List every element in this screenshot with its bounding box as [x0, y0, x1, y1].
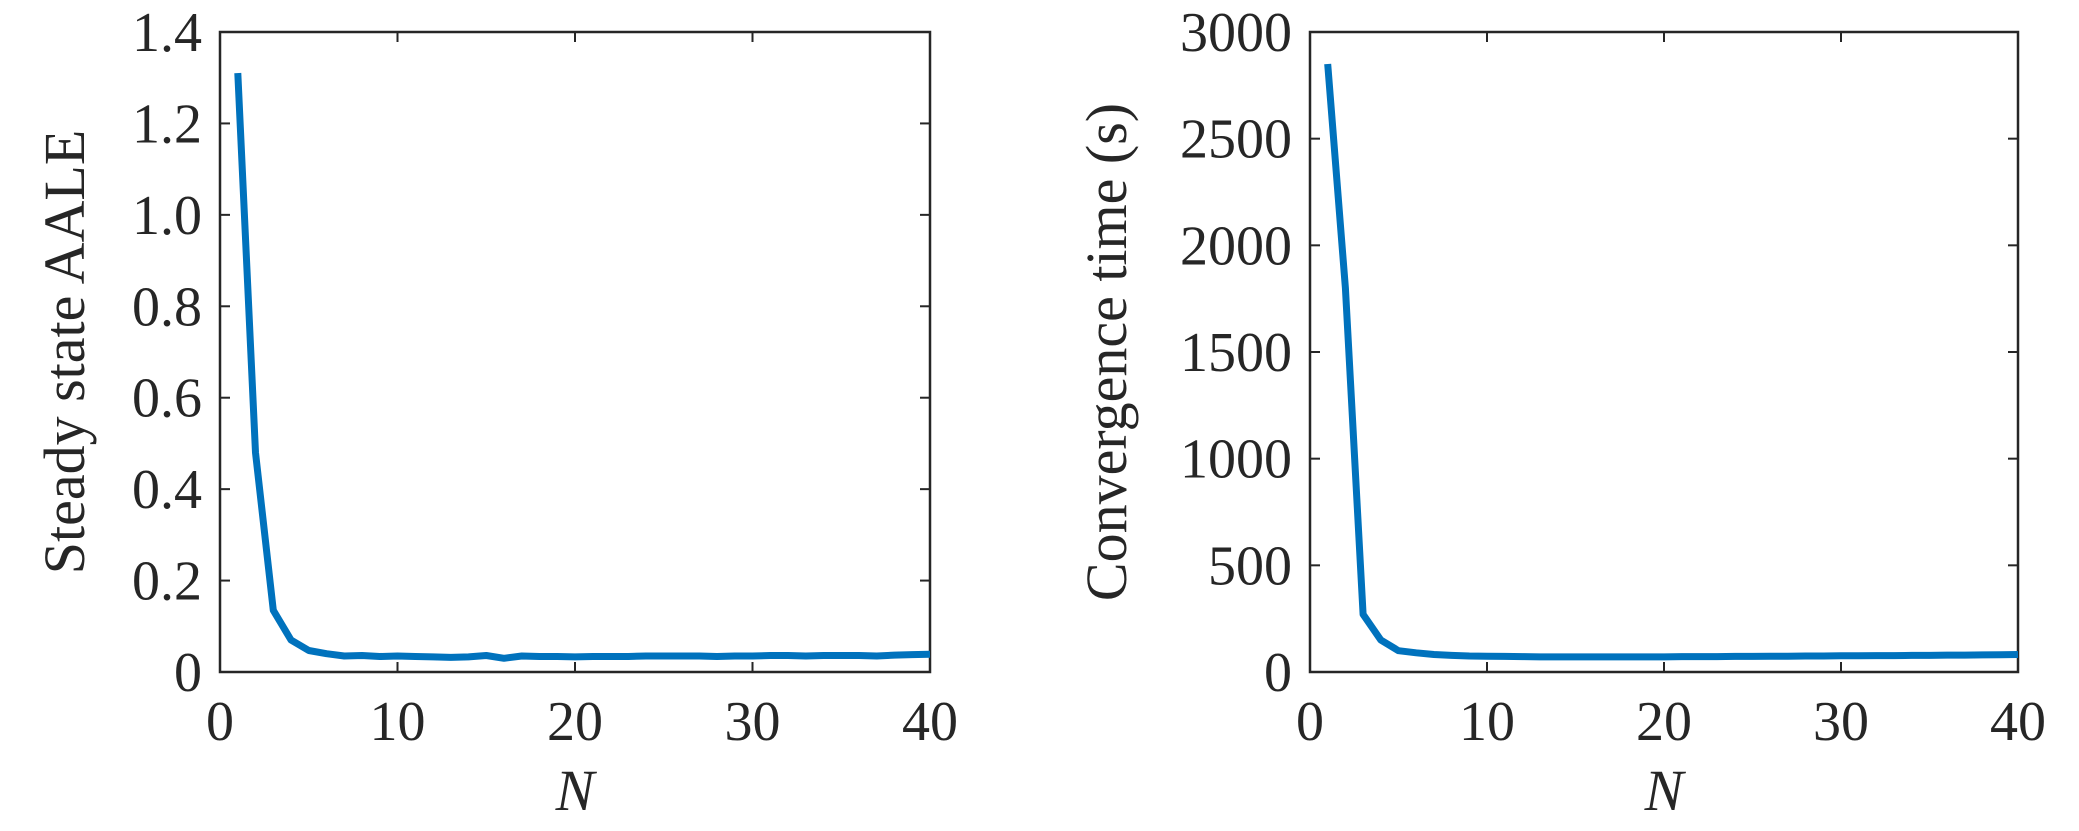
left-chart-xtick-label: 20: [547, 691, 603, 753]
left-chart-xtick-label: 10: [370, 691, 426, 753]
right-chart-ytick-label: 1000: [1180, 429, 1292, 491]
right-chart-ytick-label: 3000: [1180, 2, 1292, 64]
right-chart-xtick-label: 40: [1990, 691, 2046, 753]
left-chart-series-line: [234, 72, 931, 662]
left-chart-ytick-label: 0.4: [132, 459, 202, 521]
right-chart-xtick-label: 0: [1296, 691, 1324, 753]
right-chart-xtick-label: 20: [1636, 691, 1692, 753]
left-chart: 0 10 20 30 40 0 0.2 0.4 0.6 0.8 1.0 1.2 1.4 N Steady s…: [32, 2, 958, 823]
left-chart-ytick-label: 1.4: [132, 2, 202, 64]
left-chart-axes-box: [218, 30, 932, 674]
right-chart-series-line: [1324, 63, 2019, 661]
right-chart-ytick-label: 500: [1208, 535, 1292, 597]
left-chart-ytick-label: 1.0: [132, 185, 202, 247]
left-chart-xtick-label: 40: [902, 691, 958, 753]
right-chart-xtick-label: 10: [1459, 691, 1515, 753]
left-chart-ytick-label: 1.2: [132, 93, 202, 155]
left-chart-xtick-label: 0: [206, 691, 234, 753]
left-chart-xtick-label: 30: [725, 691, 781, 753]
right-chart-ytick-label: 2000: [1180, 215, 1292, 277]
right-chart-ytick-label: 1500: [1180, 322, 1292, 384]
right-chart-ytick-label: 0: [1264, 642, 1292, 704]
right-chart-ytick-label: 2500: [1180, 109, 1292, 171]
right-chart-xlabel: N: [1644, 758, 1687, 823]
left-chart-ytick-label: 0.8: [132, 276, 202, 338]
left-chart-ylabel: Steady state AALE: [32, 130, 97, 575]
left-chart-ytick-label: 0.2: [132, 551, 202, 613]
right-chart-xtick-label: 30: [1813, 691, 1869, 753]
left-chart-xlabel: N: [555, 758, 598, 823]
right-chart-axes-box: [1308, 30, 2020, 674]
left-chart-ytick-label: 0: [174, 642, 202, 704]
right-chart-ylabel: Convergence time (s): [1074, 103, 1139, 601]
right-chart: 0 10 20 30 40 0 500 1000 1500 2000 2500 3000 N Conver…: [1074, 2, 2046, 823]
left-chart-ytick-label: 0.6: [132, 368, 202, 430]
